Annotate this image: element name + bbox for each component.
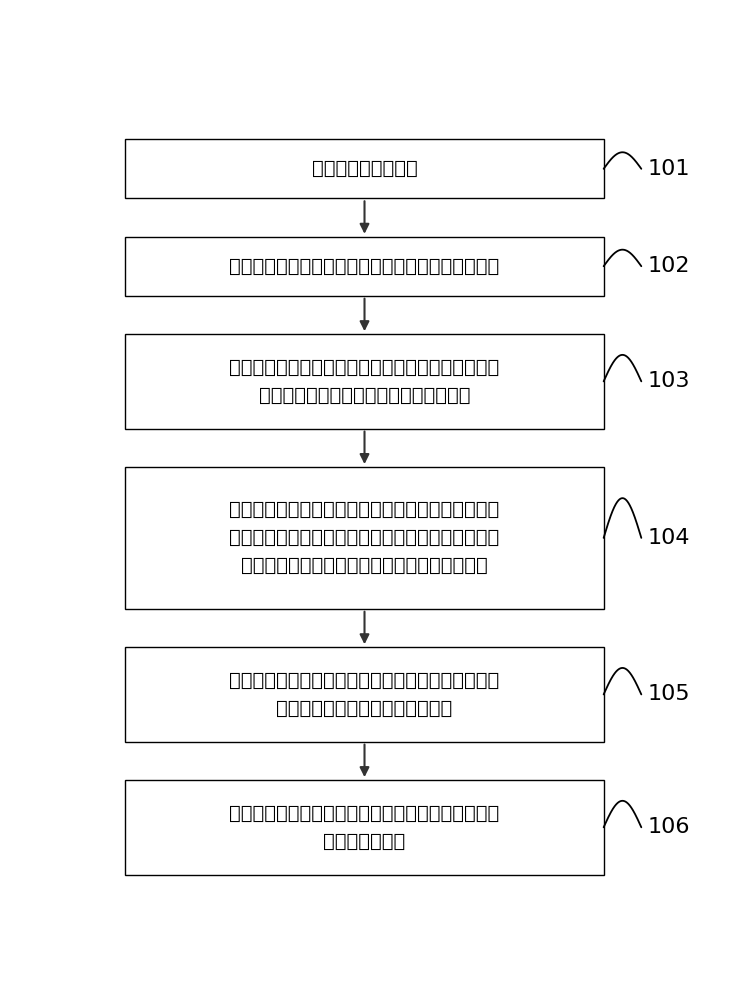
Text: 对所述工区的方位角进行分组，得到多组方位角范围: 对所述工区的方位角进行分组，得到多组方位角范围 (230, 257, 500, 276)
Text: 104: 104 (647, 528, 690, 548)
Bar (126, 334, 604, 429)
Text: 对所述多组方位角范围内的各组方位角范围的地震数
据分别进行叠加，得到多组叠加地震数据: 对所述多组方位角范围内的各组方位角范围的地震数 据分别进行叠加，得到多组叠加地震… (230, 358, 500, 405)
Text: 103: 103 (647, 371, 690, 391)
Text: 获取工区的地震数据: 获取工区的地震数据 (312, 159, 417, 178)
Text: 106: 106 (647, 817, 690, 837)
Text: 分别计算所述多组叠加地震数据中各组叠加地震数据
的断裂识别属性，并对各组叠加地震数据的断裂识别
属性进行压缩，得到多组压缩后的断裂识别属性: 分别计算所述多组叠加地震数据中各组叠加地震数据 的断裂识别属性，并对各组叠加地震… (230, 500, 500, 575)
Bar (126, 467, 604, 609)
Bar (126, 237, 604, 296)
Text: 根据所述工区的地震数据的断裂识别属性，对所述工
区进行断裂识别: 根据所述工区的地震数据的断裂识别属性，对所述工 区进行断裂识别 (230, 804, 500, 851)
Bar (126, 139, 604, 198)
Text: 102: 102 (647, 256, 690, 276)
Text: 101: 101 (647, 159, 690, 179)
Bar (126, 647, 604, 742)
Text: 105: 105 (647, 684, 690, 704)
Text: 对所述多组压缩后的断裂识别属性进行融合，得到所
述工区的地震数据的断裂识别属性: 对所述多组压缩后的断裂识别属性进行融合，得到所 述工区的地震数据的断裂识别属性 (230, 671, 500, 718)
Bar (126, 780, 604, 875)
